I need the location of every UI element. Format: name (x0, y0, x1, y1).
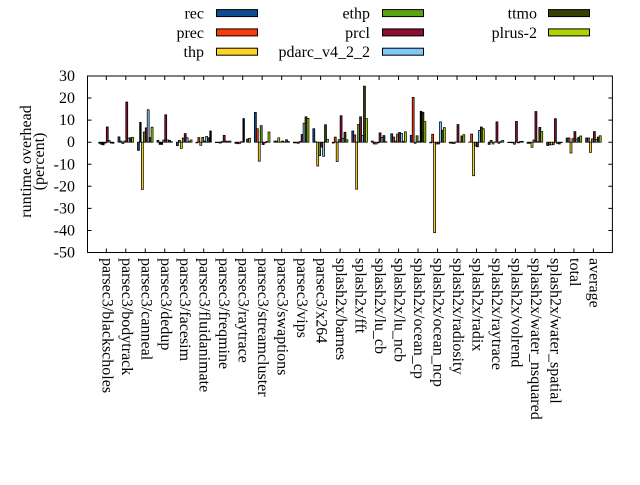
svg-text:pdarc_v4_2_2: pdarc_v4_2_2 (278, 44, 370, 61)
svg-text:prcl: prcl (345, 25, 370, 42)
svg-text:parsec3/facesim: parsec3/facesim (176, 258, 193, 362)
svg-text:plrus-2: plrus-2 (492, 25, 537, 42)
svg-text:thp: thp (184, 44, 204, 61)
svg-text:parsec3/blackscholes: parsec3/blackscholes (98, 258, 115, 393)
svg-text:splash2x/radiosity: splash2x/radiosity (449, 258, 466, 374)
svg-text:splash2x/lu_ncb: splash2x/lu_ncb (391, 258, 408, 362)
svg-text:splash2x/water_spatial: splash2x/water_spatial (546, 258, 563, 404)
svg-text:total: total (566, 258, 583, 287)
svg-text:(percent): (percent) (31, 133, 48, 191)
svg-text:parsec3/x264: parsec3/x264 (313, 258, 330, 343)
svg-text:parsec3/freqmine: parsec3/freqmine (215, 258, 232, 369)
svg-text:splash2x/barnes: splash2x/barnes (332, 258, 349, 360)
svg-text:-40: -40 (54, 222, 75, 239)
svg-text:-20: -20 (54, 178, 75, 195)
svg-text:ethp: ethp (342, 6, 370, 23)
svg-text:parsec3/dedup: parsec3/dedup (157, 258, 174, 350)
svg-text:splash2x/fft: splash2x/fft (352, 258, 369, 334)
svg-text:parsec3/vips: parsec3/vips (293, 258, 310, 338)
svg-text:20: 20 (59, 90, 75, 107)
svg-text:splash2x/raytrace: splash2x/raytrace (488, 258, 505, 370)
svg-text:parsec3/fluidanimate: parsec3/fluidanimate (196, 258, 213, 392)
svg-text:-30: -30 (54, 200, 75, 217)
svg-text:parsec3/streamcluster: parsec3/streamcluster (254, 258, 271, 397)
svg-text:splash2x/ocean_ncp: splash2x/ocean_ncp (430, 258, 447, 387)
svg-text:30: 30 (59, 68, 75, 85)
svg-text:splash2x/radix: splash2x/radix (469, 258, 486, 351)
svg-text:parsec3/canneal: parsec3/canneal (137, 258, 154, 361)
svg-text:parsec3/swaptions: parsec3/swaptions (274, 258, 291, 375)
svg-text:prec: prec (176, 25, 204, 42)
svg-text:10: 10 (59, 112, 75, 129)
svg-text:splash2x/water_nsquared: splash2x/water_nsquared (527, 258, 544, 420)
svg-text:parsec3/bodytrack: parsec3/bodytrack (118, 258, 135, 375)
svg-text:splash2x/ocean_cp: splash2x/ocean_cp (410, 258, 427, 379)
svg-text:average: average (585, 258, 602, 308)
svg-text:parsec3/raytrace: parsec3/raytrace (235, 258, 252, 363)
svg-text:-10: -10 (54, 156, 75, 173)
svg-text:splash2x/volrend: splash2x/volrend (507, 258, 524, 367)
svg-text:splash2x/lu_cb: splash2x/lu_cb (371, 258, 388, 354)
svg-text:ttmo: ttmo (508, 6, 537, 23)
svg-text:0: 0 (67, 134, 75, 151)
svg-text:rec: rec (184, 6, 204, 23)
svg-text:-50: -50 (54, 245, 75, 262)
